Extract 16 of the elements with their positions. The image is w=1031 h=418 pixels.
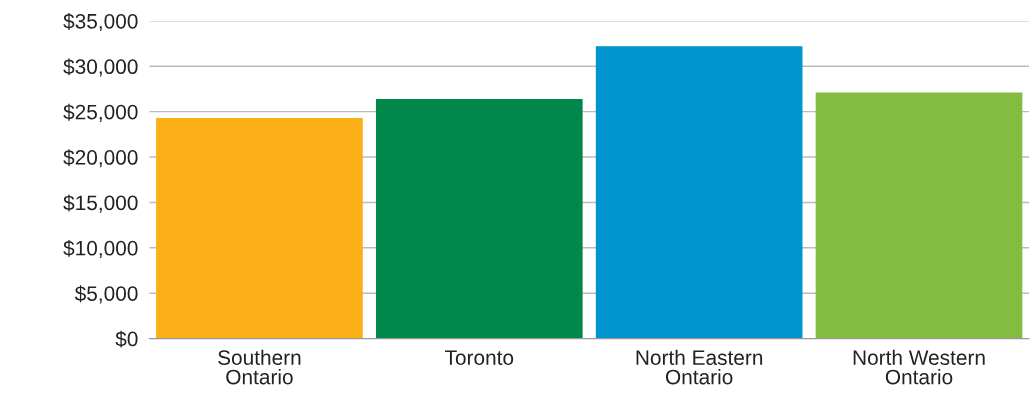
x-tick-label: North Western Ontario — [853, 349, 985, 385]
x-tick-label: North Eastern Ontario — [636, 349, 763, 385]
y-tick-label: $20,000 — [63, 149, 138, 168]
y-tick-label: $5,000 — [74, 285, 138, 304]
y-tick-label: $35,000 — [63, 13, 138, 32]
x-tick-label: Toronto — [445, 350, 514, 365]
bar — [156, 118, 363, 339]
bar — [815, 92, 1023, 339]
bar — [595, 46, 803, 339]
bar — [375, 98, 583, 339]
y-tick-label: $25,000 — [63, 103, 138, 122]
y-tick-label: $15,000 — [63, 194, 138, 213]
y-tick-label: $10,000 — [63, 239, 138, 259]
y-tick-label: $30,000 — [63, 58, 138, 77]
y-tick-label: $0 — [115, 330, 138, 348]
x-tick-label: Southern Ontario — [218, 349, 301, 385]
